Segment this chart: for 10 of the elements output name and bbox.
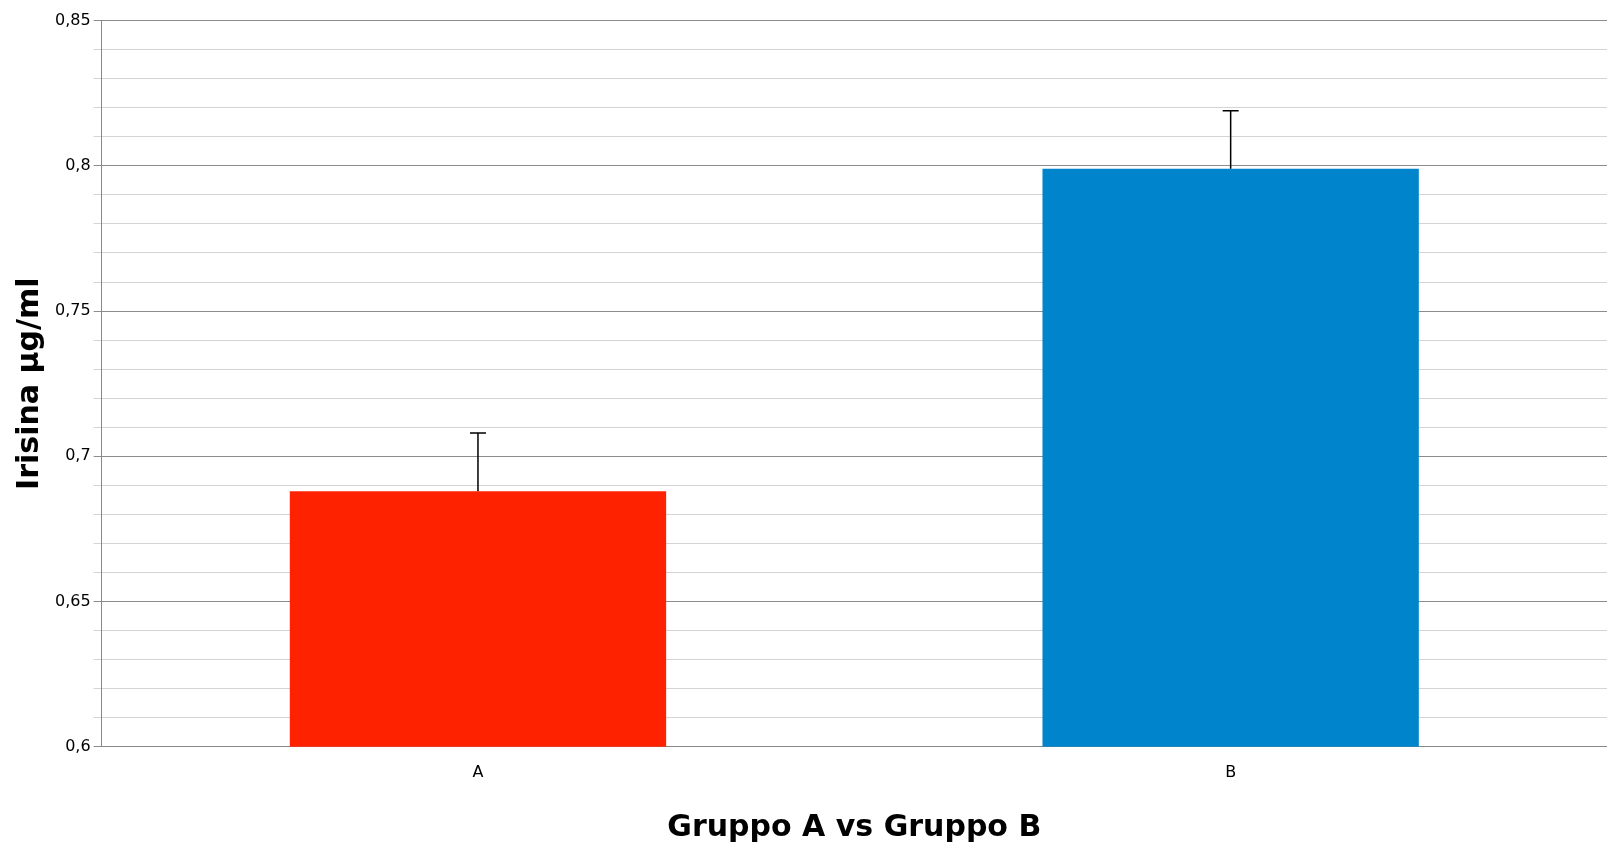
y-axis-title: Irisina µg/ml <box>9 277 45 490</box>
y-tick-label: 0,85 <box>55 9 91 29</box>
y-tick-label: 0,8 <box>65 155 91 174</box>
x-axis-title: Gruppo A vs Gruppo B <box>667 807 1042 843</box>
y-tick-label: 0,7 <box>65 445 91 465</box>
x-tick-label: B <box>1225 761 1237 781</box>
y-tick-label: 0,6 <box>65 735 91 755</box>
y-tick-label: 0,75 <box>55 300 91 320</box>
y-tick-label: 0,65 <box>55 590 91 610</box>
x-tick-label: A <box>472 761 484 781</box>
